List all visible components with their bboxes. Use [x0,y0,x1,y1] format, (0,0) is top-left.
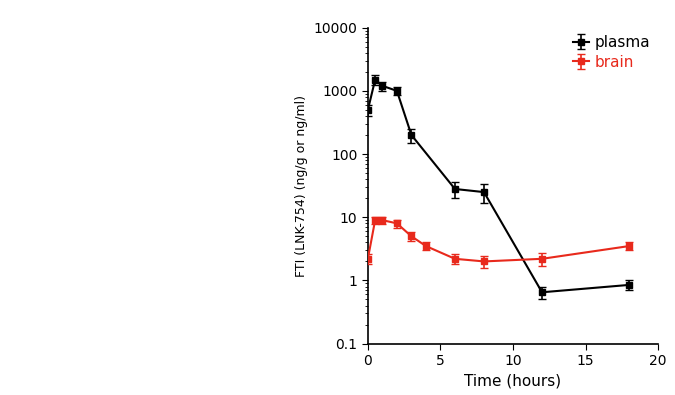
Legend: plasma, brain: plasma, brain [574,35,651,70]
X-axis label: Time (hours): Time (hours) [464,374,562,389]
Y-axis label: FTI (LNK-754) (ng/g or ng/ml): FTI (LNK-754) (ng/g or ng/ml) [295,95,308,276]
